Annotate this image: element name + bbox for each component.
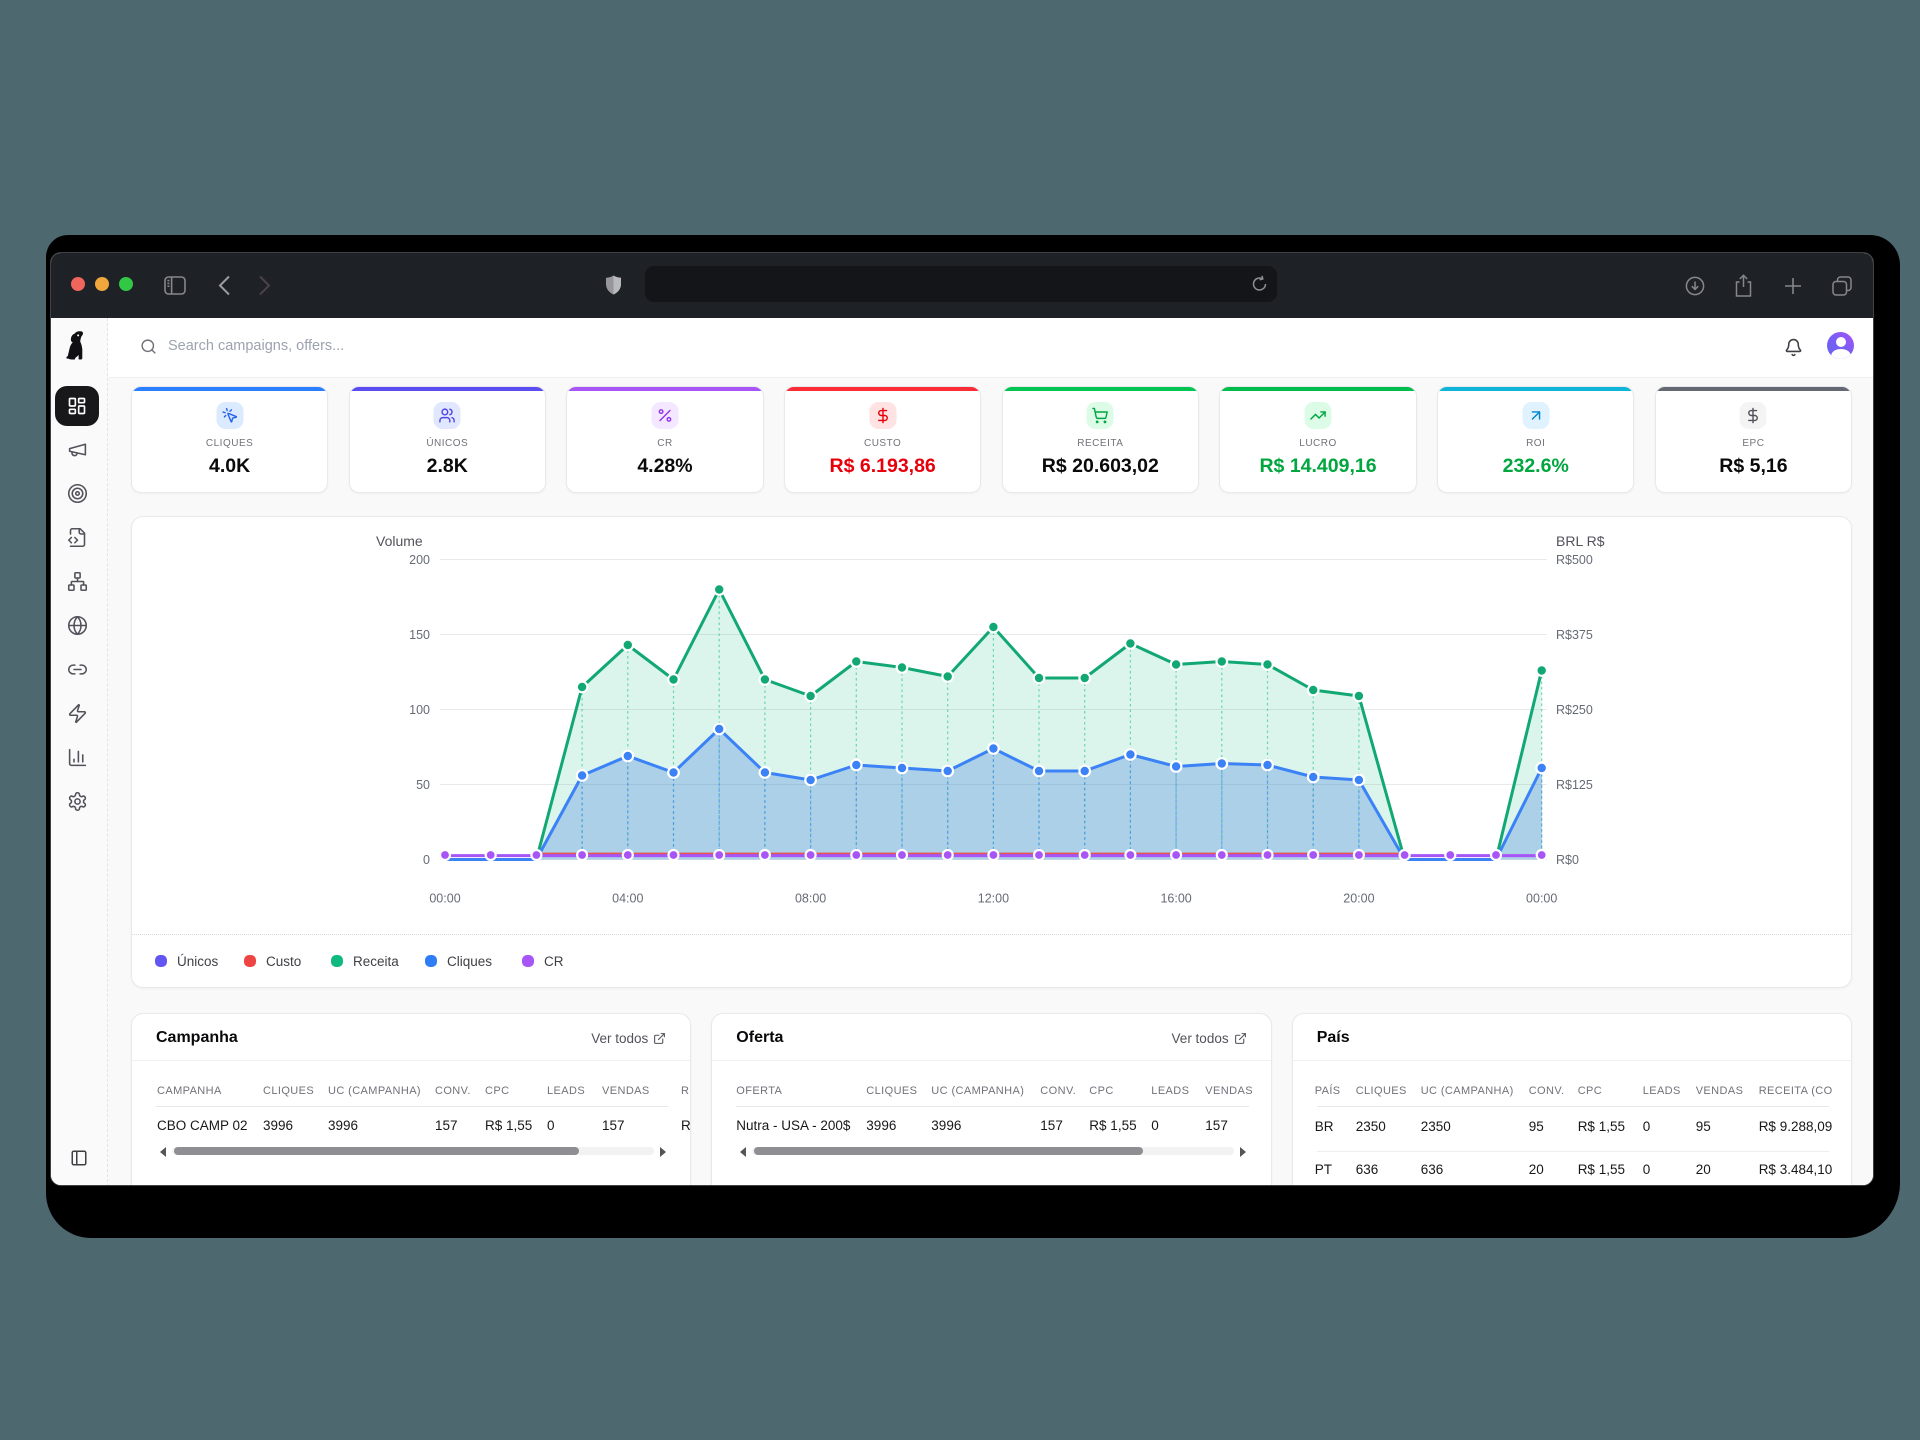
svg-text:00:00: 00:00 [429, 892, 460, 906]
svg-text:200: 200 [409, 553, 430, 567]
svg-text:R$0: R$0 [1556, 853, 1579, 867]
svg-text:R$500: R$500 [1556, 553, 1593, 567]
svg-text:100: 100 [409, 703, 430, 717]
svg-text:04:00: 04:00 [612, 892, 643, 906]
svg-text:R$250: R$250 [1556, 703, 1593, 717]
svg-text:R$125: R$125 [1556, 778, 1593, 792]
svg-text:R$375: R$375 [1556, 628, 1593, 642]
svg-text:16:00: 16:00 [1160, 892, 1191, 906]
svg-text:20:00: 20:00 [1343, 892, 1374, 906]
svg-text:12:00: 12:00 [978, 892, 1009, 906]
svg-text:50: 50 [416, 778, 430, 792]
svg-text:00:00: 00:00 [1526, 892, 1557, 906]
svg-text:0: 0 [423, 853, 430, 867]
svg-text:150: 150 [409, 628, 430, 642]
svg-text:08:00: 08:00 [795, 892, 826, 906]
